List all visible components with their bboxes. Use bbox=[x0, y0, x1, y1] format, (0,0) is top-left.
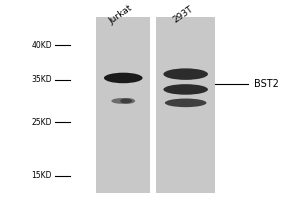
Text: 15KD: 15KD bbox=[32, 171, 52, 180]
Ellipse shape bbox=[164, 84, 208, 95]
Ellipse shape bbox=[104, 73, 142, 83]
Ellipse shape bbox=[165, 99, 206, 107]
Text: 40KD: 40KD bbox=[31, 41, 52, 50]
Ellipse shape bbox=[120, 98, 135, 104]
Ellipse shape bbox=[164, 68, 208, 80]
Text: 35KD: 35KD bbox=[31, 75, 52, 84]
Ellipse shape bbox=[111, 98, 132, 104]
Bar bbox=[156, 17, 215, 193]
Bar bbox=[97, 17, 150, 193]
Text: 25KD: 25KD bbox=[32, 118, 52, 127]
Text: BST2: BST2 bbox=[254, 79, 279, 89]
Text: 293T: 293T bbox=[171, 5, 195, 25]
Text: Jurkat: Jurkat bbox=[107, 4, 134, 26]
